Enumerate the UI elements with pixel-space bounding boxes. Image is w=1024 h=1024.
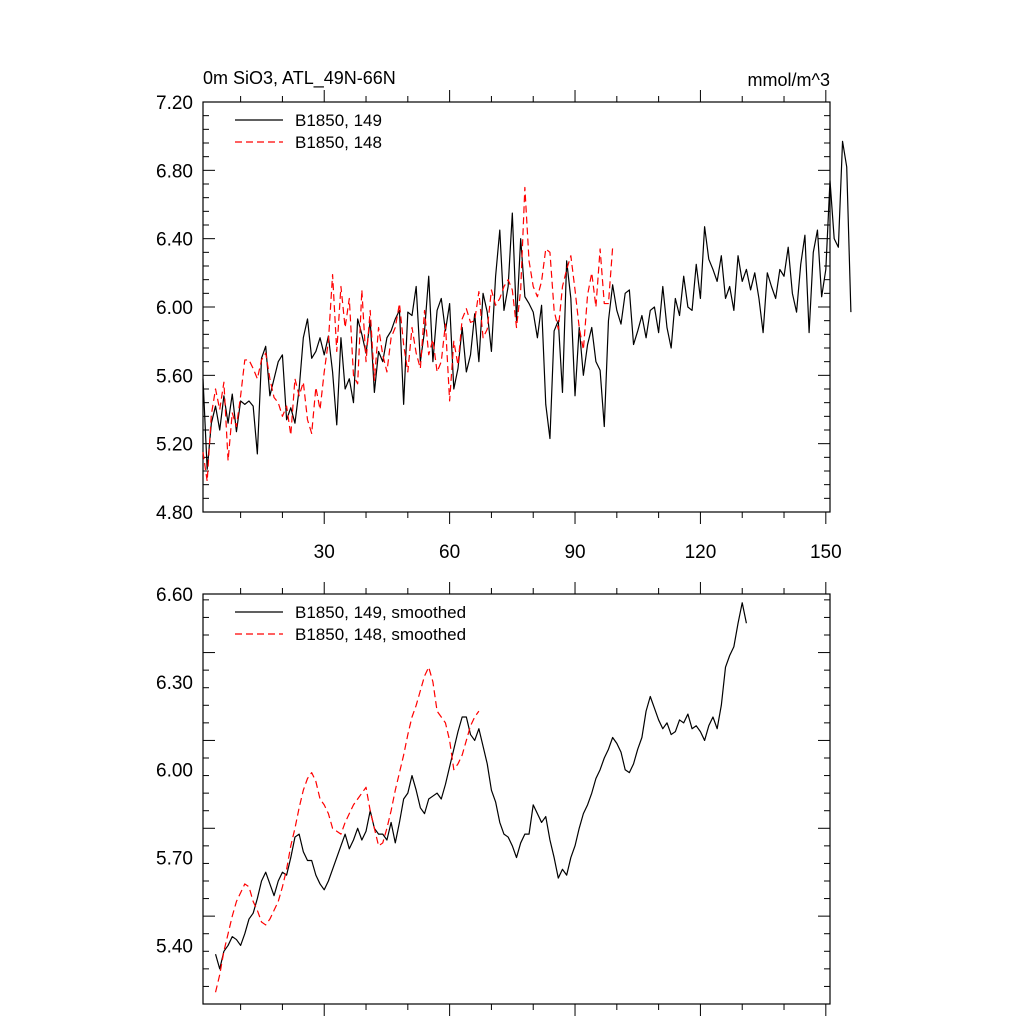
legend-label: B1850, 149 xyxy=(295,111,382,130)
series-line xyxy=(214,602,747,970)
x-tick-label: 90 xyxy=(564,542,585,563)
y-tick-label: 4.80 xyxy=(156,503,193,524)
x-tick-label: 30 xyxy=(314,542,335,563)
top-panel: 0m SiO3, ATL_49N-66N mmol/m^3 7.20 6.80 6.… xyxy=(156,68,852,563)
y-tick-label: 6.00 xyxy=(156,298,193,319)
legend: B1850, 149 B1850, 148 xyxy=(235,111,382,152)
series-line xyxy=(202,186,614,482)
y-tick-label: 6.80 xyxy=(156,161,193,182)
legend-label: B1850, 149, smoothed xyxy=(295,603,466,622)
y-tick-label: 6.60 xyxy=(156,585,193,606)
units-label: mmol/m^3 xyxy=(748,70,830,90)
x-tick-label: 120 xyxy=(685,542,717,563)
axis-ticks: 6.60 6.30 6.00 5.70 5.40 xyxy=(156,582,830,1016)
legend-label: B1850, 148, smoothed xyxy=(295,625,466,644)
series-lines xyxy=(214,602,747,993)
axis-ticks: 7.20 6.80 6.40 6.00 5.60 5.20 4.80 30 60 90 120 150 xyxy=(156,90,842,563)
y-tick-label: 6.00 xyxy=(156,761,193,782)
y-tick-label: 6.30 xyxy=(156,673,193,694)
series-line xyxy=(202,140,852,470)
series-line xyxy=(214,666,480,993)
y-tick-label: 5.40 xyxy=(156,936,193,957)
y-tick-label: 5.70 xyxy=(156,849,193,870)
x-tick-label: 150 xyxy=(810,542,842,563)
x-tick-label: 60 xyxy=(439,542,460,563)
series-lines xyxy=(202,140,852,482)
y-tick-label: 6.40 xyxy=(156,230,193,251)
legend-label: B1850, 148 xyxy=(295,133,382,152)
chart-title: 0m SiO3, ATL_49N-66N xyxy=(203,68,396,89)
y-tick-label: 5.60 xyxy=(156,366,193,387)
y-tick-label: 5.20 xyxy=(156,435,193,456)
bottom-panel: 6.60 6.30 6.00 5.70 5.40 B1850, 149, smoothe… xyxy=(156,582,831,1016)
plot-frame xyxy=(202,593,831,1005)
legend: B1850, 149, smoothed B1850, 148, smoothed xyxy=(235,603,466,644)
y-tick-label: 7.20 xyxy=(156,93,193,114)
